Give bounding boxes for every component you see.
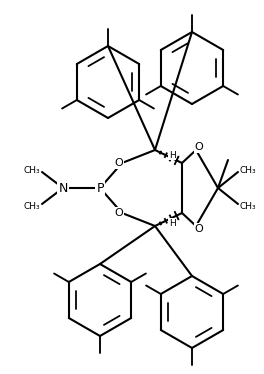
Text: CH₃: CH₃ [240,166,257,175]
Text: O: O [115,208,123,218]
Text: O: O [115,158,123,168]
Text: H: H [169,218,175,227]
Text: O: O [195,142,203,152]
Text: CH₃: CH₃ [23,166,40,175]
Text: O: O [195,224,203,234]
Text: N: N [58,181,68,194]
Text: CH₃: CH₃ [23,202,40,211]
Text: CH₃: CH₃ [240,202,257,211]
Text: P: P [96,181,104,194]
Text: H: H [169,150,175,159]
